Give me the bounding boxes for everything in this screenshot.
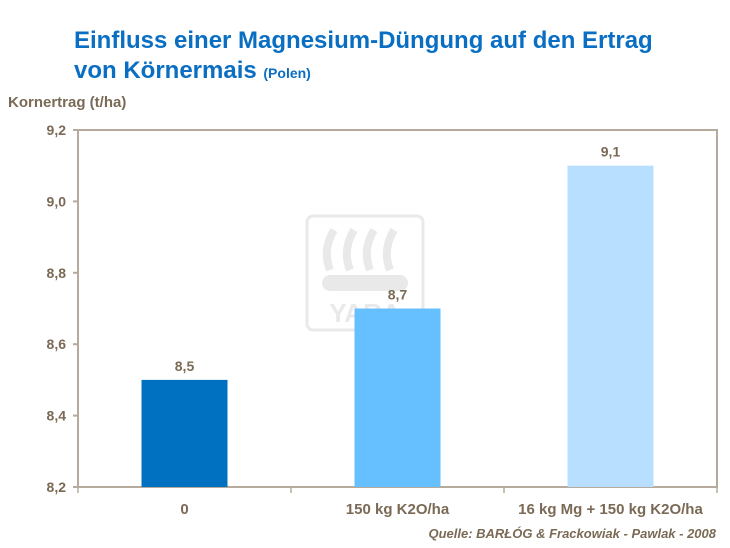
title-line-1: Einfluss einer Magnesium-Düngung auf den…	[74, 27, 653, 54]
bar	[141, 379, 228, 487]
data-label: 9,1	[601, 144, 621, 160]
bar	[567, 165, 654, 487]
source-note: Quelle: BARŁÓG & Frackowiak - Pawlak - 2…	[428, 526, 716, 541]
x-tick-label: 16 kg Mg + 150 kg K2O/ha	[518, 501, 703, 518]
y-tick-label: 9,2	[47, 122, 67, 138]
y-tick-label: 8,4	[47, 408, 67, 424]
y-tick-label: 8,2	[47, 479, 67, 495]
y-tick-label: 8,6	[47, 336, 67, 352]
y-axis-label: Kornertrag (t/ha)	[8, 94, 127, 111]
y-tick-label: 8,8	[47, 265, 67, 281]
x-tick-label: 150 kg K2O/ha	[346, 501, 450, 518]
bar	[354, 308, 441, 487]
data-label: 8,5	[175, 358, 195, 374]
y-tick-label: 9,0	[47, 193, 67, 209]
chart-title: Einfluss einer Magnesium-Düngung auf den…	[74, 26, 653, 88]
title-suffix: (Polen)	[263, 65, 311, 81]
title-line-2: von Körnermais	[74, 57, 257, 84]
x-tick-label: 0	[180, 501, 188, 518]
data-label: 8,7	[388, 287, 408, 303]
